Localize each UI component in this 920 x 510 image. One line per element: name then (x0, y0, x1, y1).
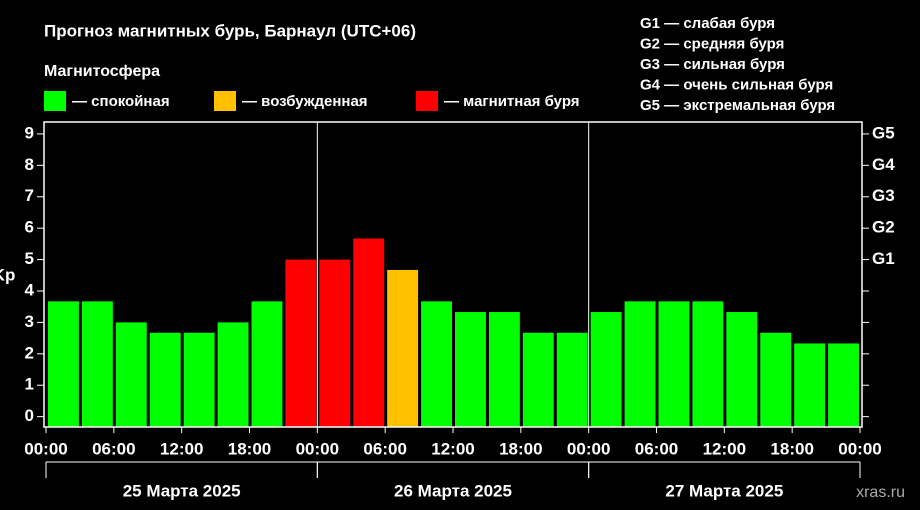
x-tick-label: 12:00 (703, 439, 746, 458)
x-tick-label: 12:00 (431, 439, 474, 458)
group-label: 26 Марта 2025 (394, 481, 512, 500)
x-tick-label: 00:00 (24, 439, 67, 458)
y-tick-label: 5 (25, 249, 34, 268)
bar (81, 301, 113, 427)
x-tick-label: 00:00 (567, 439, 610, 458)
y-tick-label: 9 (25, 123, 34, 142)
y-tick-label: 7 (25, 186, 34, 205)
y-tick-label: 0 (25, 406, 34, 425)
bar (828, 343, 859, 427)
y-axis-label: Kp (0, 265, 15, 284)
bar (658, 301, 690, 427)
watermark: xras.ru (856, 484, 905, 501)
legend-label: — возбужденная (242, 93, 368, 110)
legend-swatch (214, 91, 236, 111)
bar (149, 332, 181, 427)
bar (251, 301, 283, 427)
bar (522, 332, 554, 427)
bar (285, 259, 317, 427)
x-tick-label: 00:00 (838, 439, 881, 458)
x-tick-label: 18:00 (228, 439, 271, 458)
scale-note: G5 — экстремальная буря (640, 97, 835, 114)
bar (488, 312, 520, 427)
legend-swatch (416, 91, 438, 111)
bar (455, 312, 486, 427)
bar (353, 238, 385, 427)
bar (556, 332, 588, 427)
group-label: 27 Марта 2025 (665, 481, 783, 500)
group-label: 25 Марта 2025 (123, 481, 241, 500)
legend-label: — магнитная буря (444, 93, 580, 110)
legend-swatch (44, 91, 66, 111)
bar (115, 322, 147, 427)
x-tick-label: 18:00 (499, 439, 542, 458)
y2-tick-label: G5 (872, 123, 895, 142)
y2-tick-label: G2 (872, 218, 895, 237)
y-tick-label: 8 (25, 155, 34, 174)
x-tick-label: 12:00 (160, 439, 203, 458)
y2-tick-label: G1 (872, 249, 895, 268)
bar (692, 301, 724, 427)
y-tick-label: 1 (25, 375, 34, 394)
bar (726, 312, 758, 427)
y-tick-label: 3 (25, 312, 34, 331)
chart-subtitle: Магнитосфера (44, 63, 160, 80)
bar (794, 343, 826, 427)
bar (183, 332, 215, 427)
x-tick-label: 06:00 (635, 439, 678, 458)
y2-tick-label: G3 (872, 186, 895, 205)
y-tick-label: 2 (25, 343, 34, 362)
bar (421, 301, 452, 427)
scale-note: G4 — очень сильная буря (640, 76, 833, 93)
scale-note: G2 — средняя буря (640, 35, 784, 52)
y-tick-label: 4 (25, 280, 35, 299)
x-tick-label: 18:00 (770, 439, 813, 458)
bar (590, 312, 622, 427)
x-tick-label: 06:00 (363, 439, 406, 458)
x-tick-label: 00:00 (296, 439, 339, 458)
bar (387, 269, 419, 427)
chart-title: Прогноз магнитных бурь, Барнаул (UTC+06) (44, 21, 416, 40)
bar (48, 301, 79, 427)
bar (319, 259, 351, 427)
x-tick-label: 06:00 (92, 439, 135, 458)
bar (760, 332, 792, 427)
scale-note: G3 — сильная буря (640, 56, 785, 73)
bar (624, 301, 656, 427)
bar (217, 322, 249, 427)
scale-note: G1 — слабая буря (640, 15, 775, 32)
legend-label: — спокойная (72, 93, 170, 110)
y2-tick-label: G4 (872, 155, 895, 174)
y-tick-label: 6 (25, 218, 34, 237)
